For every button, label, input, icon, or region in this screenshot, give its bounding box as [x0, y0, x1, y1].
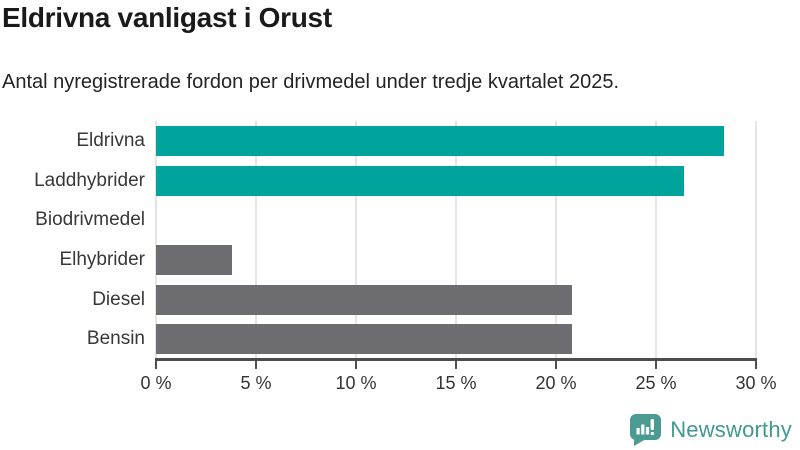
chart-subtitle: Antal nyregistrerade fordon per drivmede… [2, 71, 620, 93]
gridline [755, 121, 757, 359]
gridline [254, 121, 257, 359]
axis-tick [554, 361, 557, 369]
axis-tick [354, 361, 357, 369]
axis-tick-label: 15 % [435, 373, 477, 393]
axis-tick-label: 30 % [735, 373, 777, 393]
axis-tick [655, 361, 657, 369]
axis-tick [755, 361, 757, 369]
x-axis-line [155, 358, 757, 361]
category-label: Eldrivna [76, 130, 145, 151]
category-label: Diesel [92, 288, 145, 310]
bar-eldrivna [156, 125, 724, 156]
bar-chart: Eldrivna Laddhybrider Biodrivmedel Elhybrid… [0, 121, 800, 406]
axis-tick-label: 20 % [535, 373, 577, 393]
gridline [655, 121, 657, 359]
newsworthy-bubble-chart-icon [630, 414, 662, 446]
axis-tick-label: 10 % [335, 373, 377, 393]
category-label: Bensin [86, 328, 145, 350]
chart-title: Eldrivna vanligast i Orust [2, 2, 332, 33]
bar-bensin [156, 324, 572, 355]
axis-tick-label: 25 % [635, 373, 677, 393]
category-label: Biodrivmedel [35, 209, 145, 231]
newsworthy-label: Newsworthy [670, 417, 792, 442]
category-label: Laddhybrider [34, 169, 145, 191]
bar-elhybrider [156, 244, 232, 275]
gridline [455, 121, 457, 359]
axis-tick [155, 361, 157, 369]
axis-tick-label: 0 % [140, 373, 172, 393]
axis-tick-label: 5 % [240, 373, 272, 393]
gridline [354, 121, 357, 359]
newsworthy-logo: Newsworthy [629, 413, 792, 447]
gridline [155, 121, 157, 359]
category-label: Elhybrider [59, 249, 145, 270]
plot-area: 0 % 5 % 10 % 15 % 20 % 25 % 30 % [140, 121, 777, 393]
axis-tick [455, 361, 457, 369]
gridline [554, 121, 557, 359]
bar-diesel [156, 284, 572, 315]
bar-laddhybrider [156, 165, 684, 196]
axis-tick [254, 361, 257, 369]
